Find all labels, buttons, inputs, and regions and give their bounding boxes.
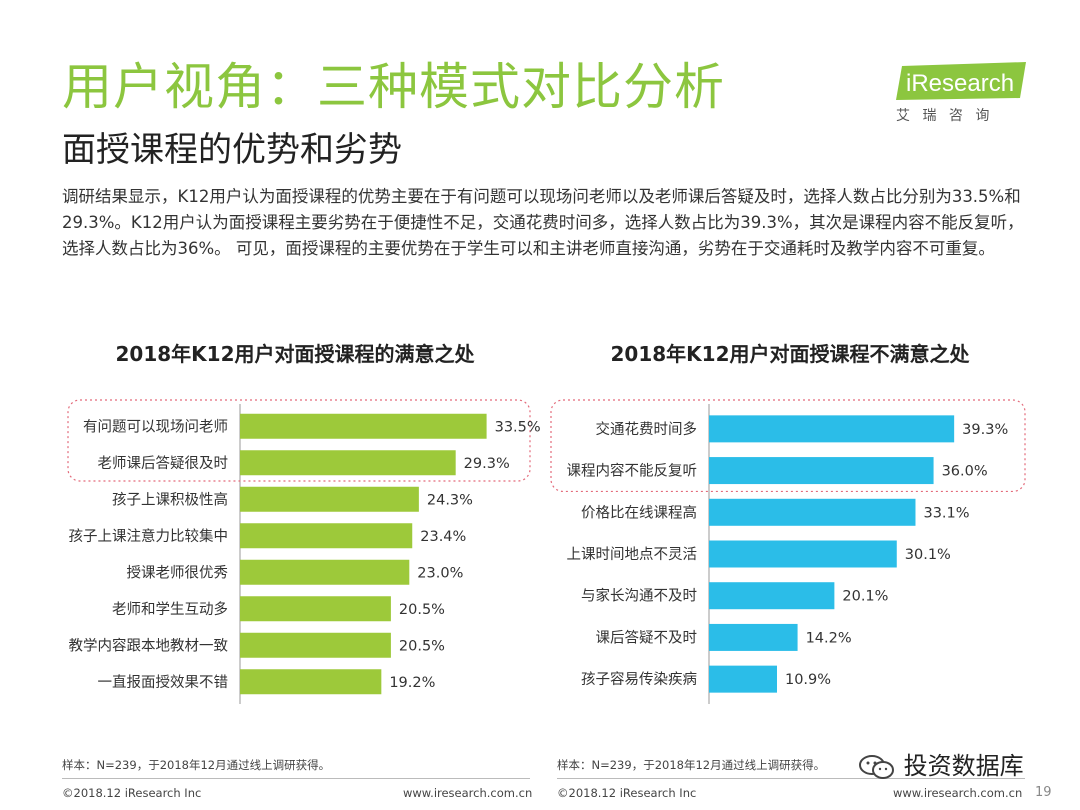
bar: [709, 540, 897, 568]
category-label: 课程内容不能反复听: [567, 462, 698, 480]
bar: [240, 413, 487, 439]
sample-note-right: 样本：N=239，于2018年12月通过线上调研获得。: [557, 758, 826, 772]
bar: [709, 623, 798, 651]
footer-divider-right: [557, 778, 1025, 779]
data-label: 33.5%: [495, 419, 541, 435]
url-left[interactable]: www.iresearch.com.cn: [403, 786, 533, 800]
data-label: 36.0%: [942, 464, 988, 480]
chart-title-dissatisfied: 2018年K12用户对面授课程不满意之处: [610, 342, 970, 366]
bar: [709, 665, 777, 693]
data-label: 39.3%: [962, 422, 1008, 438]
page-subtitle: 面授课程的优势和劣势: [62, 130, 402, 170]
iresearch-logo: iResearch 艾 瑞 咨 询: [892, 60, 1032, 130]
sample-note-left: 样本：N=239，于2018年12月通过线上调研获得。: [62, 758, 331, 772]
category-label: 孩子上课积极性高: [112, 491, 228, 508]
url-right[interactable]: www.iresearch.com.cn: [893, 786, 1023, 800]
data-label: 19.2%: [389, 675, 435, 691]
logo-subtext: 艾 瑞 咨 询: [896, 108, 993, 124]
logo-text: iResearch: [906, 70, 1014, 97]
bar: [709, 498, 916, 526]
category-label: 课后答疑不及时: [596, 629, 698, 646]
footer-divider-left: [62, 778, 530, 779]
category-label: 上课时间地点不灵活: [567, 546, 698, 563]
data-label: 20.1%: [842, 589, 888, 605]
bar: [240, 632, 391, 658]
bar: [709, 415, 955, 443]
watermark-text: 投资数据库: [903, 752, 1024, 780]
bar: [240, 486, 419, 512]
dissatisfaction-chart: 2018年K12用户对面授课程不满意之处 交通花费时间多 39.3% 课程内容不能反…: [545, 330, 1035, 710]
dissatisfaction-bar-chart: 交通花费时间多 39.3% 课程内容不能反复听 36.0% 价格比在线课程高 33.1% 上…: [550, 399, 1026, 704]
wechat-icon: [858, 753, 896, 781]
page-number: 19: [1035, 785, 1052, 800]
data-label: 33.1%: [923, 505, 969, 521]
data-label: 24.3%: [427, 492, 473, 508]
page-title: 用户视角：三种模式对比分析: [62, 58, 725, 116]
category-label: 教学内容跟本地教材一致: [69, 637, 229, 654]
category-label: 有问题可以现场问老师: [83, 418, 228, 435]
bar: [240, 596, 391, 622]
bar: [709, 457, 934, 485]
chart-title-satisfied: 2018年K12用户对面授课程的满意之处: [115, 342, 475, 366]
satisfaction-chart: 2018年K12用户对面授课程的满意之处 有问题可以现场问老师 33.5% 老师课后…: [50, 330, 541, 710]
category-label: 授课老师很优秀: [127, 564, 229, 581]
category-label: 老师和学生互动多: [112, 601, 228, 618]
bar: [709, 582, 835, 610]
copyright-right: ©2018.12 iResearch Inc: [557, 786, 697, 800]
watermark: 投资数据库: [858, 746, 1024, 781]
data-label: 30.1%: [905, 547, 951, 563]
category-label: 与家长沟通不及时: [581, 588, 697, 605]
satisfaction-bar-chart: 有问题可以现场问老师 33.5% 老师课后答疑很及时 29.3% 孩子上课积极性高 24.…: [67, 399, 541, 704]
highlight-box: [67, 399, 531, 482]
copyright-left: ©2018.12 iResearch Inc: [62, 786, 202, 800]
summary-paragraph: 调研结果显示，K12用户认为面授课程的优势主要在于有问题可以现场问老师以及老师课…: [62, 187, 1024, 258]
category-label: 价格比在线课程高: [581, 504, 697, 521]
bar: [240, 559, 410, 585]
category-label: 孩子上课注意力比较集中: [69, 527, 229, 545]
data-label: 20.5%: [399, 638, 445, 654]
category-label: 老师课后答疑很及时: [98, 455, 229, 472]
category-label: 一直报面授效果不错: [98, 674, 229, 691]
data-label: 10.9%: [785, 672, 831, 688]
category-label: 交通花费时间多: [596, 420, 698, 438]
bar: [240, 450, 456, 476]
bar: [240, 669, 382, 695]
data-label: 23.4%: [420, 529, 466, 545]
data-label: 23.0%: [417, 565, 463, 581]
data-label: 14.2%: [806, 630, 852, 646]
data-label: 20.5%: [399, 602, 445, 618]
bar: [240, 523, 413, 549]
highlight-box: [550, 399, 1026, 493]
category-label: 孩子容易传染疾病: [581, 671, 697, 688]
data-label: 29.3%: [464, 456, 510, 472]
